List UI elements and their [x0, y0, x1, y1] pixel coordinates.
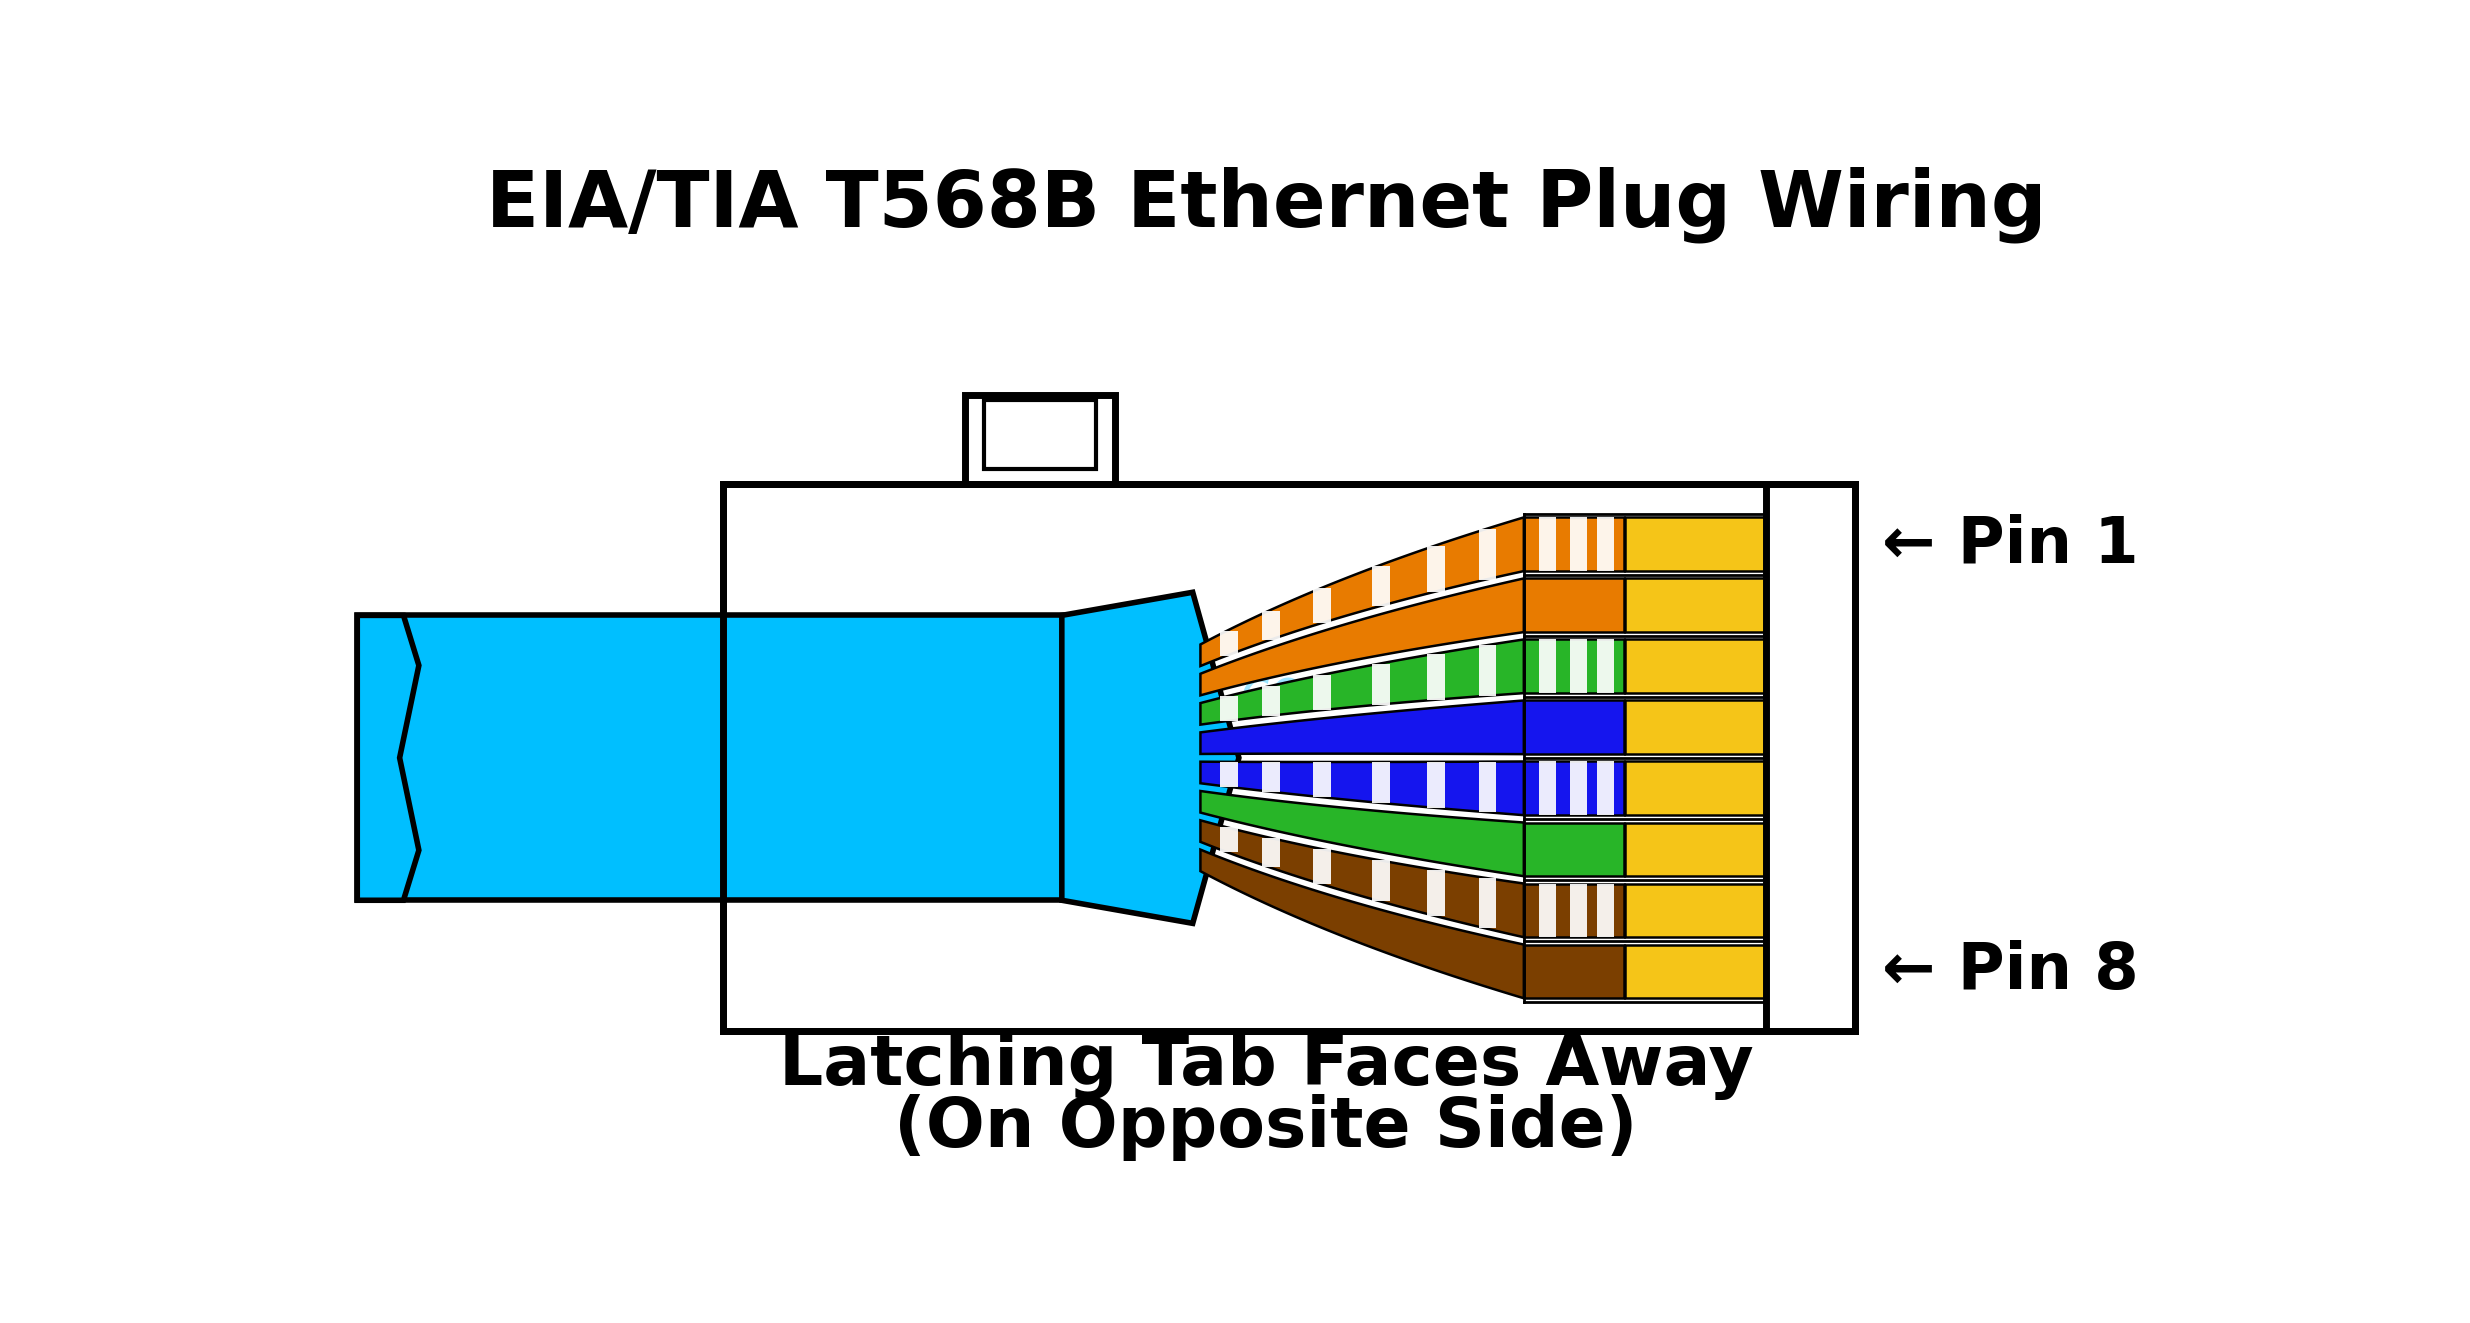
Polygon shape [1480, 646, 1497, 696]
Text: Latching Tab Faces Away: Latching Tab Faces Away [778, 1032, 1754, 1099]
Bar [724, 484, 1855, 1031]
Polygon shape [1371, 762, 1391, 803]
Bar [1524, 639, 1623, 693]
Bar [1524, 823, 1623, 876]
Bar [1524, 945, 1623, 999]
Polygon shape [1314, 762, 1331, 796]
Bar [1598, 762, 1613, 815]
Polygon shape [1262, 611, 1279, 640]
Polygon shape [1200, 700, 1524, 754]
Bar [1598, 884, 1613, 937]
Text: (On Opposite Side): (On Opposite Side) [894, 1094, 1638, 1160]
Bar [1539, 517, 1556, 572]
Text: ← Pin 1: ← Pin 1 [1882, 513, 2139, 576]
Polygon shape [1200, 791, 1524, 876]
Bar [1524, 578, 1623, 632]
Bar [1625, 884, 1848, 937]
Polygon shape [1062, 593, 1240, 923]
Text: EIA/TIA T568B Ethernet Plug Wiring: EIA/TIA T568B Ethernet Plug Wiring [487, 167, 2045, 243]
Text: © HandymanHowTo.com: © HandymanHowTo.com [694, 667, 1354, 718]
Bar [1625, 762, 1848, 815]
Polygon shape [1262, 762, 1279, 791]
Bar [724, 484, 1855, 1031]
Bar [1625, 639, 1848, 693]
Bar [1571, 762, 1586, 815]
Bar [1766, 484, 1855, 1031]
Polygon shape [1220, 827, 1237, 852]
Bar [1539, 762, 1556, 815]
Polygon shape [1314, 589, 1331, 623]
Polygon shape [1220, 696, 1237, 721]
Bar [1625, 700, 1848, 754]
Bar [1539, 639, 1556, 693]
Polygon shape [1200, 820, 1524, 937]
Polygon shape [1262, 837, 1279, 867]
Bar [966, 396, 1114, 484]
Bar [1598, 517, 1613, 572]
Polygon shape [1371, 565, 1391, 606]
Bar [1524, 700, 1623, 754]
Polygon shape [1200, 849, 1524, 999]
Polygon shape [1428, 869, 1445, 916]
Polygon shape [1262, 687, 1279, 716]
Bar [983, 400, 1097, 470]
Bar [1625, 823, 1848, 876]
Bar [1625, 578, 1848, 632]
Polygon shape [1200, 639, 1524, 725]
Polygon shape [1200, 578, 1524, 696]
Polygon shape [1314, 849, 1331, 884]
Polygon shape [1371, 664, 1391, 705]
Polygon shape [1480, 878, 1497, 929]
Polygon shape [1371, 860, 1391, 901]
Polygon shape [1220, 631, 1237, 655]
Bar [1571, 639, 1586, 693]
Bar [1524, 517, 1623, 572]
Bar [1524, 762, 1623, 815]
Polygon shape [1428, 546, 1445, 591]
Bar [1625, 517, 1848, 572]
Polygon shape [1428, 762, 1445, 808]
Bar [1571, 884, 1586, 937]
Polygon shape [1200, 517, 1524, 665]
Polygon shape [1480, 762, 1497, 812]
Bar [358, 615, 1084, 900]
Polygon shape [1314, 675, 1331, 710]
Bar [1571, 517, 1586, 572]
Bar [1524, 884, 1623, 937]
Bar [1625, 945, 1848, 999]
Bar [1539, 884, 1556, 937]
Text: ← Pin 8: ← Pin 8 [1882, 941, 2139, 1003]
Polygon shape [1428, 654, 1445, 700]
Polygon shape [1480, 529, 1497, 579]
Polygon shape [1220, 762, 1237, 787]
Polygon shape [358, 615, 420, 900]
Polygon shape [1200, 762, 1524, 815]
Bar [1598, 639, 1613, 693]
